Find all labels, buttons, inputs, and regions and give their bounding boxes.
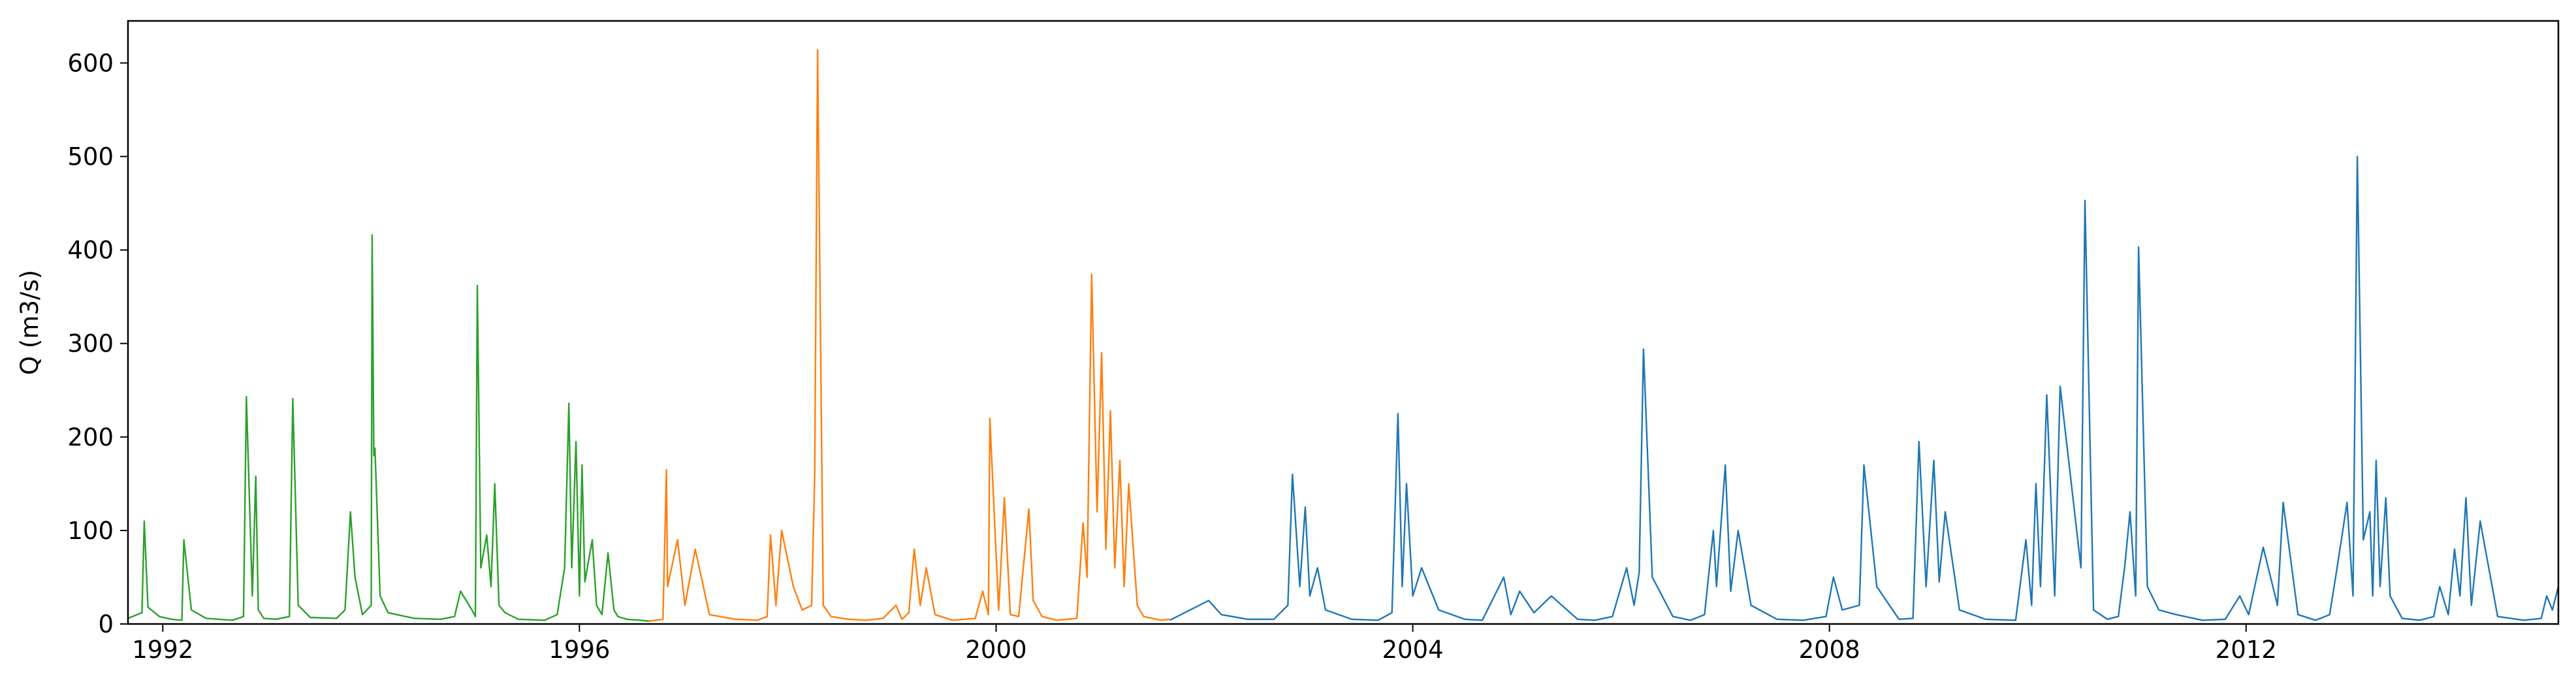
x-tick-label: 2004 bbox=[1382, 636, 1443, 664]
series-line-2 bbox=[648, 49, 1170, 622]
y-axis-label: Q (m3/s) bbox=[16, 270, 44, 375]
series-layer bbox=[127, 49, 2560, 622]
y-tick-label: 500 bbox=[67, 142, 114, 171]
x-tick-label: 1992 bbox=[132, 636, 193, 664]
plot-frame bbox=[127, 20, 2560, 625]
x-tick-label: 1996 bbox=[549, 636, 610, 664]
series-line-1 bbox=[127, 234, 650, 622]
series-line-3 bbox=[1169, 156, 2560, 621]
y-tick-label: 300 bbox=[67, 330, 114, 358]
x-tick-label: 2000 bbox=[965, 636, 1026, 664]
x-tick-label: 2012 bbox=[2216, 636, 2277, 664]
y-tick-label: 100 bbox=[67, 517, 114, 545]
x-tick-label: 2008 bbox=[1799, 636, 1860, 664]
y-tick-label: 0 bbox=[98, 610, 114, 638]
y-tick-label: 200 bbox=[67, 423, 114, 451]
y-tick-label: 400 bbox=[67, 237, 114, 265]
y-tick-label: 600 bbox=[67, 49, 114, 77]
axes-layer: 0 100 200 300 400 500 600 1992 1996 2000 2004 2008 2… bbox=[67, 49, 2276, 664]
